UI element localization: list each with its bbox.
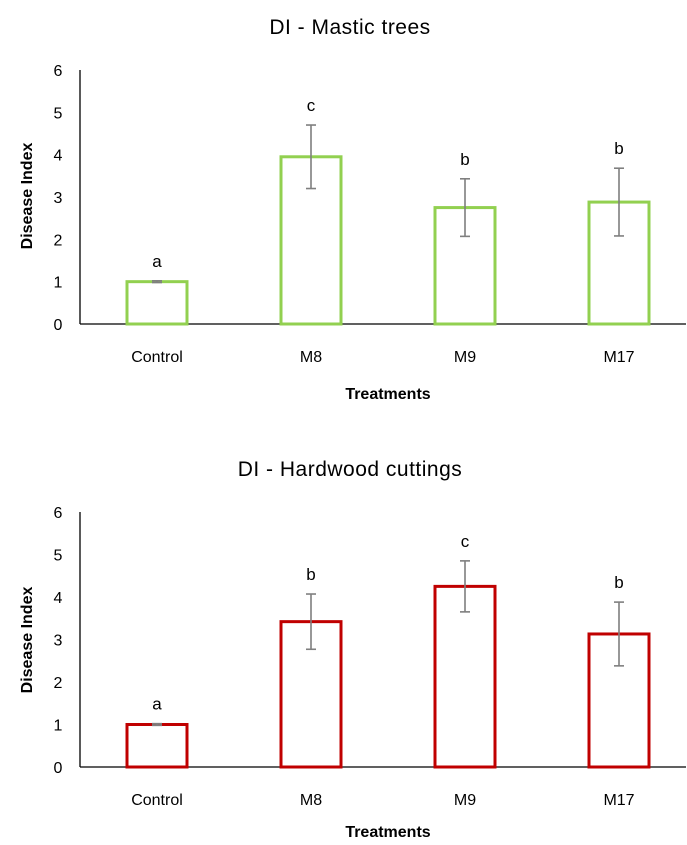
y-axis-title: Disease Index — [19, 143, 36, 250]
category-label: Control — [131, 349, 183, 366]
significance-letter: c — [461, 532, 470, 551]
y-tick-label: 5 — [54, 105, 63, 122]
y-axis-title: Disease Index — [19, 587, 36, 694]
chart-title: DI - Hardwood cuttings — [238, 458, 463, 481]
error-bar — [152, 280, 162, 284]
bar-control — [125, 280, 189, 326]
category-label: M17 — [603, 349, 634, 366]
chart-title: DI - Mastic trees — [269, 16, 430, 39]
error-bar — [460, 560, 470, 613]
y-tick-labels: 0 1 2 3 4 5 6 — [54, 63, 63, 334]
y-tick-label: 4 — [54, 148, 63, 165]
bars — [125, 584, 651, 769]
significance-letter: b — [614, 573, 623, 592]
significance-letter: b — [460, 150, 469, 169]
category-label: M9 — [454, 349, 476, 366]
significance-letter: a — [152, 695, 162, 714]
x-axis-title: Treatments — [345, 386, 430, 403]
error-bar — [614, 167, 624, 237]
error-bars — [152, 124, 624, 284]
error-bar — [306, 593, 316, 651]
y-tick-label: 6 — [54, 505, 63, 522]
error-bar — [152, 722, 162, 727]
y-tick-label: 2 — [54, 232, 63, 249]
y-tick-label: 5 — [54, 548, 63, 565]
y-tick-label: 6 — [54, 63, 63, 80]
category-label: M8 — [300, 349, 322, 366]
category-label: Control — [131, 792, 183, 809]
y-tick-label: 3 — [54, 190, 63, 207]
significance-letter: a — [152, 252, 162, 271]
error-bar — [614, 601, 624, 667]
significance-letter: c — [307, 96, 316, 115]
chart-mastic-trees: DI - Mastic trees Disease Index Treatmen… — [19, 16, 686, 403]
y-tick-label: 3 — [54, 633, 63, 650]
y-tick-label: 0 — [54, 760, 63, 777]
error-bar — [460, 177, 470, 238]
bars — [125, 155, 651, 326]
chart-hardwood-cuttings: DI - Hardwood cuttings Disease Index Tre… — [19, 458, 686, 841]
category-labels: Control M8 M9 M17 — [131, 349, 634, 366]
error-bars — [152, 560, 624, 727]
y-tick-label: 4 — [54, 590, 63, 607]
y-tick-label: 1 — [54, 718, 63, 735]
significance-letter: b — [614, 139, 623, 158]
bar-control — [125, 723, 189, 769]
category-label: M17 — [603, 792, 634, 809]
bar-m9 — [433, 584, 497, 769]
x-axis-title: Treatments — [345, 824, 430, 841]
y-tick-label: 2 — [54, 675, 63, 692]
category-labels: Control M8 M9 M17 — [131, 792, 634, 809]
y-tick-label: 0 — [54, 317, 63, 334]
y-tick-label: 1 — [54, 275, 63, 292]
significance-letters: a c b b — [152, 96, 623, 271]
significance-letters: a b c b — [152, 532, 623, 714]
category-label: M8 — [300, 792, 322, 809]
significance-letter: b — [306, 565, 315, 584]
y-tick-labels: 0 1 2 3 4 5 6 — [54, 505, 63, 777]
error-bar — [306, 124, 316, 190]
category-label: M9 — [454, 792, 476, 809]
